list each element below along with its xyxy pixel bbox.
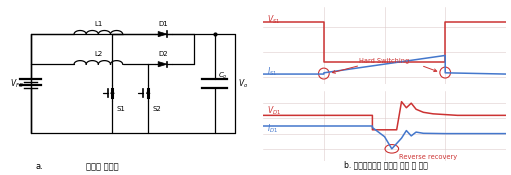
Text: $V_{D1}$: $V_{D1}$ — [267, 104, 281, 117]
Text: $V_{FC}$: $V_{FC}$ — [10, 78, 24, 90]
Text: a.: a. — [36, 162, 43, 171]
Text: b. 하드스위칭과 역회복 서지 및 링잉: b. 하드스위칭과 역회복 서지 및 링잉 — [344, 161, 428, 170]
Text: $V_{S1}$: $V_{S1}$ — [267, 13, 281, 26]
Text: 부스트 컨버터: 부스트 컨버터 — [86, 162, 119, 171]
Text: S1: S1 — [117, 106, 125, 112]
Text: Hard Switching: Hard Switching — [359, 58, 410, 64]
Text: $V_o$: $V_o$ — [238, 78, 248, 90]
Text: $I_{S1}$: $I_{S1}$ — [267, 65, 277, 78]
Text: D2: D2 — [159, 51, 168, 57]
Polygon shape — [158, 62, 167, 67]
Text: L2: L2 — [94, 51, 103, 57]
Text: $I_{D1}$: $I_{D1}$ — [267, 123, 278, 135]
Text: Reverse recovery: Reverse recovery — [399, 154, 457, 160]
Text: D1: D1 — [158, 21, 169, 27]
Text: S2: S2 — [152, 106, 161, 112]
Polygon shape — [158, 32, 167, 37]
Text: $C_o$: $C_o$ — [219, 71, 228, 81]
Text: L1: L1 — [94, 21, 103, 27]
